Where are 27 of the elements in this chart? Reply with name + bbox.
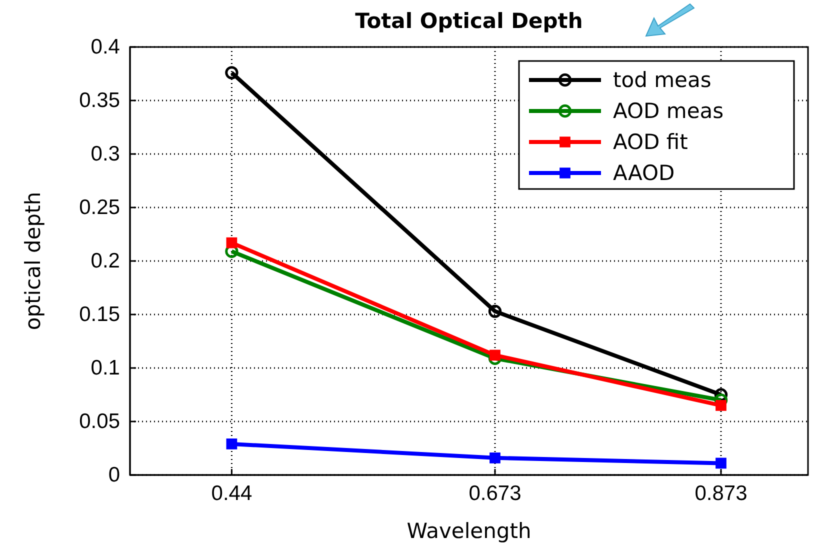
x-tick-label: 0.873 xyxy=(694,482,748,505)
legend-label: AOD meas xyxy=(613,99,724,123)
y-tick-label: 0 xyxy=(108,464,120,487)
legend-label: tod meas xyxy=(613,68,712,92)
point xyxy=(490,452,500,464)
point xyxy=(226,237,238,248)
legend-label: AAOD xyxy=(613,161,675,185)
x-tick-label: 0.673 xyxy=(468,482,522,505)
y-tick-label: 0.25 xyxy=(79,196,120,220)
point xyxy=(490,350,500,361)
point xyxy=(226,438,238,450)
point xyxy=(225,66,238,80)
x-tick-label: 0.44 xyxy=(211,482,252,505)
y-tick-label: 0.35 xyxy=(79,89,120,112)
y-tick-label: 0.1 xyxy=(90,356,120,380)
y-tick-label: 0.4 xyxy=(90,36,120,59)
y-tick-label: 0.2 xyxy=(90,250,120,273)
y-tick-label: 0.05 xyxy=(79,410,120,434)
point xyxy=(716,458,726,469)
chart-title: Total Optical Depth xyxy=(355,9,583,33)
y-tick-label: 0.15 xyxy=(79,303,120,326)
y-axis-title: optical depth xyxy=(21,192,45,330)
point xyxy=(488,304,502,318)
y-tick-label: 0.3 xyxy=(90,142,120,166)
x-axis-title: Wavelength xyxy=(406,519,532,543)
legend-label: AOD fit xyxy=(613,130,688,154)
point xyxy=(716,400,726,411)
